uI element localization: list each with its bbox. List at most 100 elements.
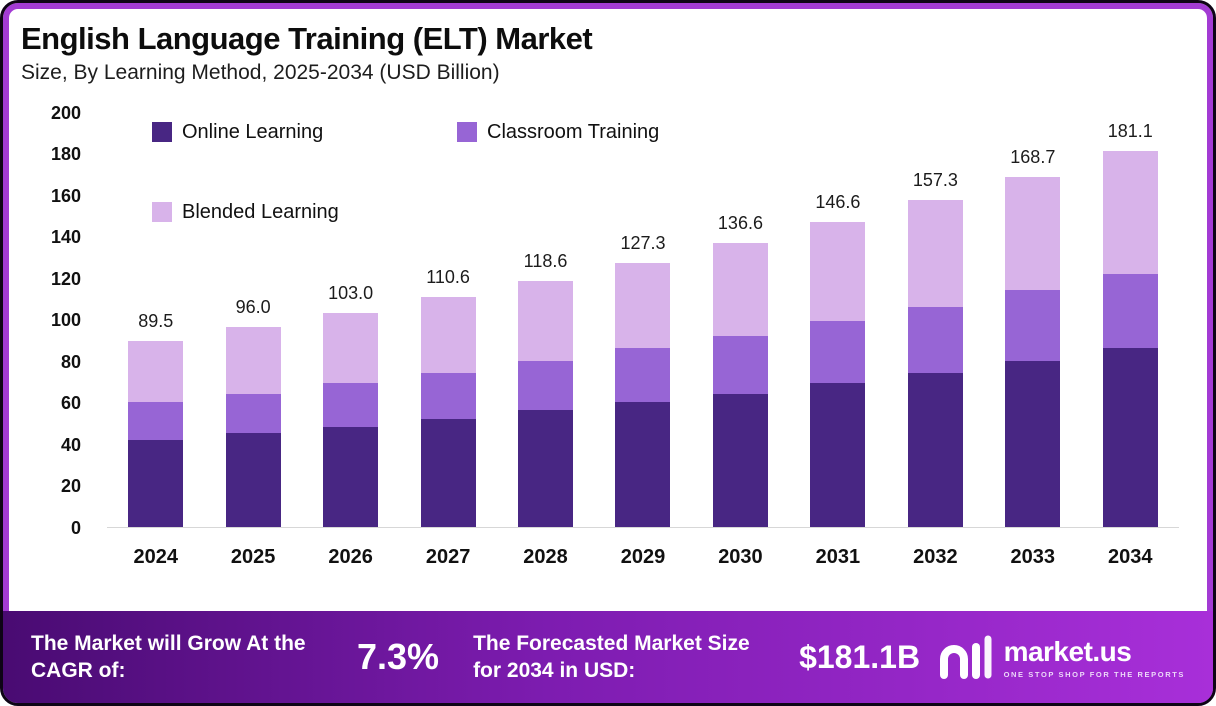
- bar-segment-online-learning: [810, 383, 866, 527]
- bar-segment-blended-learning: [810, 222, 866, 322]
- bar-segment-online-learning: [323, 427, 379, 527]
- bar-total-label: 136.6: [717, 213, 763, 234]
- x-axis-label: 2030: [718, 545, 763, 568]
- brand-tagline: ONE STOP SHOP FOR THE REPORTS: [1003, 669, 1185, 679]
- cagr-label: The Market will Grow At the CAGR of:: [31, 631, 306, 682]
- bar-segment-classroom-training: [712, 335, 768, 394]
- bar-total-label: 168.7: [1010, 146, 1056, 167]
- bar-column: 110.6: [399, 267, 496, 527]
- chart-section: English Language Training (ELT) Market S…: [3, 3, 1213, 611]
- bar-total-label: 110.6: [426, 267, 470, 288]
- bar-segment-blended-learning: [712, 243, 768, 336]
- page-title: English Language Training (ELT) Market: [21, 21, 593, 56]
- bar-segment-blended-learning: [1102, 150, 1158, 274]
- legend-item-classroom-training: Classroom Training: [457, 121, 659, 144]
- bar-column: 146.6: [789, 192, 886, 527]
- bar-segment-blended-learning: [420, 297, 476, 374]
- bar-segment-blended-learning: [518, 280, 574, 361]
- x-axis-label: 2025: [230, 545, 276, 568]
- page-subtitle: Size, By Learning Method, 2025-2034 (USD…: [21, 60, 500, 84]
- bar-column: 118.6: [497, 251, 594, 527]
- bar-total-label: 118.6: [523, 250, 568, 271]
- stacked-bar: [1102, 150, 1158, 527]
- bar-segment-classroom-training: [615, 348, 671, 403]
- bar-segment-online-learning: [128, 439, 184, 527]
- bar-segment-online-learning: [1102, 348, 1158, 527]
- bar-segment-classroom-training: [907, 306, 963, 374]
- y-axis-tick-label: 120: [50, 268, 81, 289]
- y-axis-tick-label: 140: [50, 227, 81, 248]
- bar-total-label: 181.1: [1107, 120, 1153, 141]
- bar-segment-online-learning: [712, 393, 768, 527]
- x-axis-label: 2033: [1010, 545, 1056, 568]
- y-axis-tick-label: 40: [60, 434, 81, 455]
- bar-column: 96.0: [204, 297, 301, 527]
- legend-label: Blended Learning: [182, 200, 339, 223]
- bottom-banner: The Market will Grow At the CAGR of: 7.3…: [3, 611, 1213, 703]
- y-axis-tick-label: 60: [60, 393, 81, 414]
- stacked-bar: [225, 327, 281, 527]
- brand-text: market.us ONE STOP SHOP FOR THE REPORTS: [1004, 636, 1185, 679]
- y-axis-tick-label: 180: [50, 144, 81, 165]
- bar-segment-blended-learning: [615, 262, 671, 349]
- bar-total-label: 127.3: [620, 232, 666, 253]
- bar-column: 127.3: [594, 233, 691, 527]
- stacked-bar: [420, 297, 476, 527]
- bar-chart: 0 20 40 60 80 100 120 140 160 180 200 Online Learn…: [21, 103, 1187, 569]
- legend-item-blended-learning: Blended Learning: [152, 201, 339, 224]
- brand-logo: market.us ONE STOP SHOP FOR THE REPORTS: [936, 634, 1185, 680]
- brand-name: market.us: [1003, 635, 1132, 667]
- legend-label: Classroom Training: [487, 120, 660, 143]
- bar-segment-online-learning: [518, 410, 574, 527]
- bar-column: 181.1: [1082, 121, 1179, 527]
- bar-segment-blended-learning: [323, 312, 379, 384]
- plot-area: Online Learning Classroom Training Blend…: [107, 113, 1179, 569]
- bar-total-label: 89.5: [138, 310, 174, 331]
- bar-segment-classroom-training: [810, 321, 866, 384]
- x-axis-label: 2029: [620, 545, 666, 568]
- stacked-bar: [518, 280, 574, 527]
- bar-segment-classroom-training: [420, 373, 476, 419]
- y-axis-tick-label: 160: [50, 185, 81, 206]
- x-axis: 2024 2025 2026 2027 2028 2029 2030 2031 2032 2033…: [107, 546, 1179, 569]
- bar-segment-blended-learning: [225, 327, 281, 394]
- x-axis-label: 2031: [815, 545, 861, 568]
- stacked-bar: [712, 243, 768, 527]
- bar-total-label: 96.0: [235, 297, 271, 318]
- bar-column: 136.6: [692, 213, 789, 527]
- stacked-bar: [1005, 176, 1061, 527]
- y-axis-tick-label: 100: [50, 310, 81, 331]
- legend-label: Online Learning: [182, 120, 324, 143]
- bar-segment-online-learning: [615, 402, 671, 527]
- y-axis-tick-label: 20: [60, 476, 81, 497]
- bar-total-label: 146.6: [815, 192, 861, 213]
- bar-column: 168.7: [984, 147, 1081, 527]
- legend-swatch-online-learning: [152, 122, 172, 143]
- bar-column: 89.5: [107, 311, 204, 527]
- stacked-bar: [615, 262, 671, 527]
- bar-segment-online-learning: [225, 433, 281, 527]
- bar-column: 103.0: [302, 283, 399, 527]
- bar-column: 157.3: [887, 170, 984, 527]
- x-axis-label: 2034: [1108, 545, 1153, 568]
- bar-segment-online-learning: [420, 418, 476, 527]
- y-axis-tick-label: 80: [60, 351, 81, 372]
- legend-swatch-blended-learning: [152, 202, 172, 223]
- y-axis-tick-label: 200: [50, 102, 81, 123]
- bar-segment-classroom-training: [518, 360, 574, 411]
- stacked-bar: [128, 340, 184, 527]
- x-axis-label: 2024: [133, 545, 178, 568]
- stacked-bar: [907, 200, 963, 527]
- bar-segment-classroom-training: [323, 383, 379, 428]
- x-axis-label: 2026: [328, 545, 373, 568]
- bar-segment-online-learning: [907, 373, 963, 527]
- x-axis-label: 2027: [425, 545, 471, 568]
- forecast-value: $181.1B: [799, 638, 921, 675]
- bar-total-label: 157.3: [912, 170, 958, 191]
- bar-segment-classroom-training: [225, 393, 281, 434]
- bar-total-label: 103.0: [328, 282, 374, 303]
- stacked-bar: [810, 222, 866, 527]
- x-axis-label: 2032: [913, 545, 958, 568]
- bar-segment-classroom-training: [128, 402, 184, 440]
- bars-container: Online Learning Classroom Training Blend…: [107, 113, 1179, 528]
